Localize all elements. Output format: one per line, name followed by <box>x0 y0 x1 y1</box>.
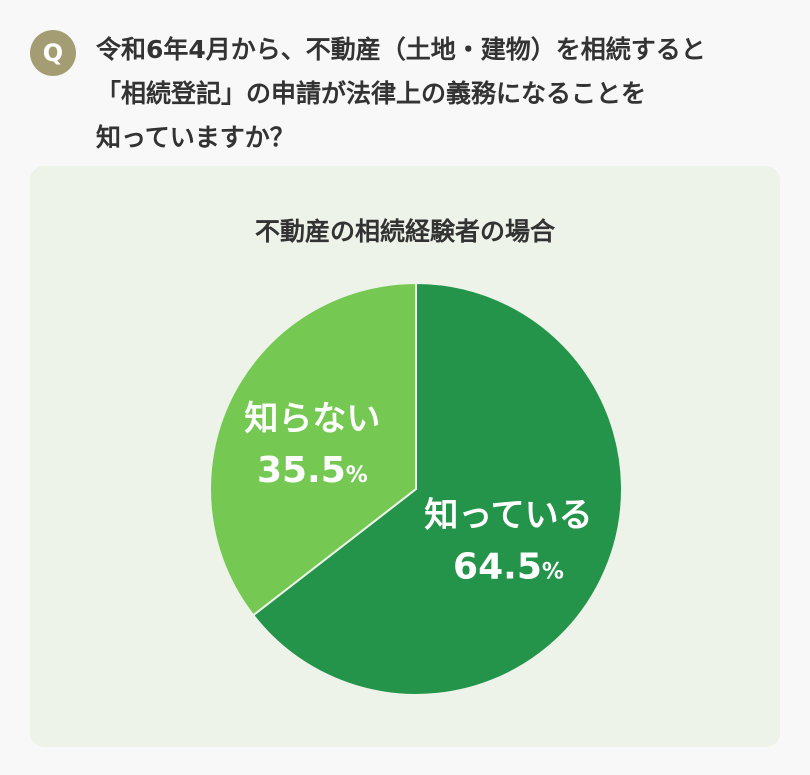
pie-slice <box>251 281 623 696</box>
chart-title: 不動産の相続経験者の場合 <box>254 217 555 246</box>
chart-panel: 不動産の相続経験者の場合 知っている 64.5% 知らない 35.5% <box>30 166 780 747</box>
question-line: 令和6年4月から、不動産（土地・建物）を相続すると <box>96 35 706 64</box>
question-line: 「相続登記」の申請が法律上の義務になることを <box>96 79 647 108</box>
slice-label: 知らない <box>244 399 380 439</box>
question-line: 知っていますか？ <box>96 123 295 152</box>
slice-value-label: 64.5% <box>453 546 564 587</box>
slice-value-label: 35.5% <box>257 450 368 491</box>
question-badge: Q <box>30 30 76 76</box>
question-text: 令和6年4月から、不動産（土地・建物）を相続すると 「相続登記」の申請が法律上の… <box>96 28 786 160</box>
pie-slice <box>209 281 417 617</box>
slice-label: 知っている <box>424 495 592 535</box>
pie-chart: 知っている 64.5% 知らない 35.5% <box>209 281 623 696</box>
